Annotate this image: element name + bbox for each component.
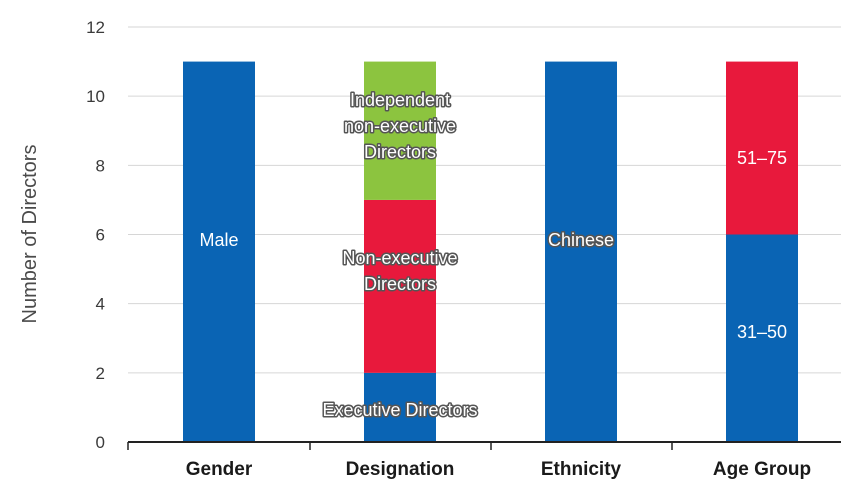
y-axis-label: Number of Directors (19, 145, 41, 324)
y-tick-label: 0 (96, 433, 105, 452)
y-tick-label: 6 (96, 226, 105, 245)
x-category-label: Age Group (713, 459, 811, 480)
segment-labels: Male Executive Directors Non-executive Dire… (199, 89, 787, 422)
segment-label: Non-executive Directors (342, 248, 457, 294)
bar-segment (545, 61, 617, 442)
y-tick-label: 8 (96, 156, 105, 175)
segment-label: Chinese (548, 230, 614, 250)
bars (183, 61, 798, 442)
y-tick-label: 4 (96, 295, 105, 314)
bar-segment (364, 372, 436, 442)
x-category-label: Ethnicity (541, 459, 622, 480)
x-axis-category-labels: Gender Designation Ethnicity Age Group (127, 442, 811, 480)
y-axis-ticks: 0 2 4 6 8 10 12 (86, 18, 105, 452)
y-tick-label: 2 (96, 364, 105, 383)
segment-label: Male (199, 230, 238, 250)
x-category-label: Designation (346, 459, 455, 480)
segment-label: 31–50 (737, 322, 787, 342)
y-tick-label: 10 (86, 87, 105, 106)
y-tick-label: 12 (86, 18, 105, 37)
bar-segment (183, 61, 255, 442)
bar-segment (364, 199, 436, 373)
segment-label: 51–75 (737, 148, 787, 168)
bar-segment (364, 61, 436, 200)
bar-segment (726, 234, 798, 442)
bar-segment (726, 61, 798, 235)
segment-label: Executive Directors (322, 400, 477, 420)
segment-label: Independent non-executive Directors (344, 90, 456, 162)
x-category-label: Gender (186, 459, 253, 480)
